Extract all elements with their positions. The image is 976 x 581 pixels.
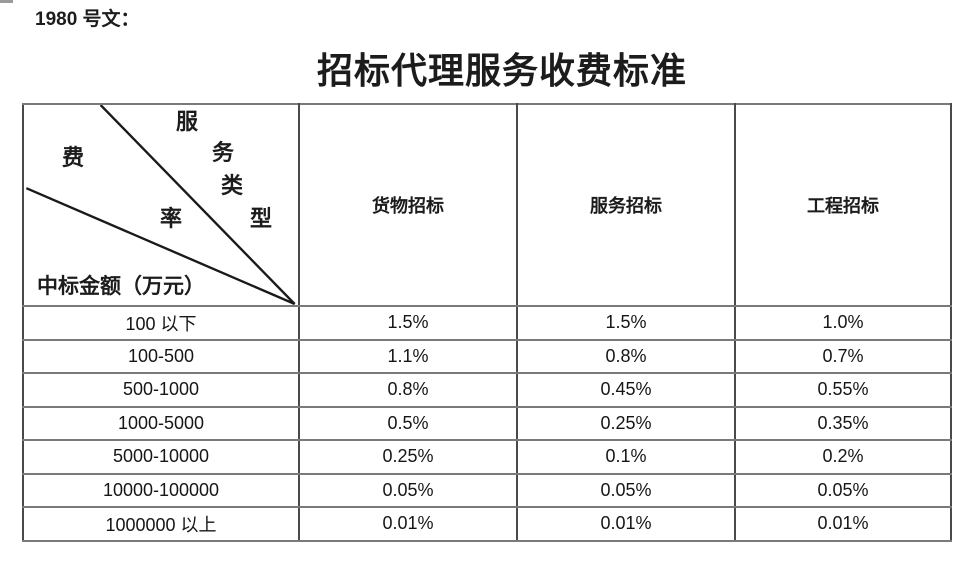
amount-range-cell: 100 以下 xyxy=(22,305,300,341)
amount-range-cell: 1000000 以上 xyxy=(22,506,300,542)
corner-service-type-char: 型 xyxy=(250,206,273,232)
column-header-works: 工程招标 xyxy=(734,103,952,307)
rate-cell-works: 0.2% xyxy=(734,439,952,475)
rate-cell-services: 0.8% xyxy=(516,338,736,374)
page-title: 招标代理服务收费标准 xyxy=(316,50,688,92)
rate-cell-services: 0.05% xyxy=(516,472,736,508)
rate-cell-services: 0.1% xyxy=(516,439,736,475)
table-row: 500-1000 0.8% 0.45% 0.55% xyxy=(22,372,952,408)
rate-cell-works: 0.55% xyxy=(734,372,952,408)
table-row: 10000-100000 0.05% 0.05% 0.05% xyxy=(22,472,952,508)
diagonal-lines xyxy=(25,106,296,304)
rate-cell-works: 0.35% xyxy=(734,405,952,441)
corner-fee-rate-char: 率 xyxy=(160,206,183,232)
screenshot-corner-artifact xyxy=(0,0,13,3)
rate-cell-services: 0.25% xyxy=(516,405,736,441)
rate-cell-works: 0.05% xyxy=(734,472,952,508)
corner-amount-label: 中标金额（万元） xyxy=(37,273,205,298)
rate-cell-works: 0.01% xyxy=(734,506,952,542)
rate-cell-services: 0.01% xyxy=(516,506,736,542)
document-number-label: 1980 号文： xyxy=(35,9,140,30)
table-header-row: 服 务 类 型 费 率 中标金额（万元） 货物招标 服务招标 工程招标 xyxy=(22,103,952,307)
rate-cell-goods: 0.01% xyxy=(298,506,518,542)
corner-fee-rate-char: 费 xyxy=(62,145,85,171)
amount-range-cell: 1000-5000 xyxy=(22,405,300,441)
corner-service-type-char: 服 xyxy=(176,109,199,135)
amount-range-cell: 10000-100000 xyxy=(22,472,300,508)
column-header-goods: 货物招标 xyxy=(298,103,518,307)
column-header-services: 服务招标 xyxy=(516,103,736,307)
rate-cell-goods: 0.8% xyxy=(298,372,518,408)
rate-cell-services: 0.45% xyxy=(516,372,736,408)
amount-range-cell: 100-500 xyxy=(22,338,300,374)
rate-cell-goods: 0.05% xyxy=(298,472,518,508)
amount-range-cell: 500-1000 xyxy=(22,372,300,408)
diagonal-header-cell: 服 务 类 型 费 率 中标金额（万元） xyxy=(22,103,300,307)
fee-standard-table: 服 务 类 型 费 率 中标金额（万元） 货物招标 服务招标 工程招标 100 … xyxy=(22,103,952,542)
table-row: 1000000 以上 0.01% 0.01% 0.01% xyxy=(22,506,952,542)
table-row: 5000-10000 0.25% 0.1% 0.2% xyxy=(22,439,952,475)
rate-cell-goods: 0.5% xyxy=(298,405,518,441)
table-row: 100 以下 1.5% 1.5% 1.0% xyxy=(22,305,952,341)
table-row: 100-500 1.1% 0.8% 0.7% xyxy=(22,338,952,374)
rate-cell-works: 1.0% xyxy=(734,305,952,341)
rate-cell-works: 0.7% xyxy=(734,338,952,374)
corner-service-type-char: 务 xyxy=(212,140,235,166)
amount-range-cell: 5000-10000 xyxy=(22,439,300,475)
rate-cell-goods: 1.5% xyxy=(298,305,518,341)
corner-service-type-char: 类 xyxy=(221,173,244,199)
rate-cell-goods: 0.25% xyxy=(298,439,518,475)
rate-cell-services: 1.5% xyxy=(516,305,736,341)
rate-cell-goods: 1.1% xyxy=(298,338,518,374)
table-row: 1000-5000 0.5% 0.25% 0.35% xyxy=(22,405,952,441)
